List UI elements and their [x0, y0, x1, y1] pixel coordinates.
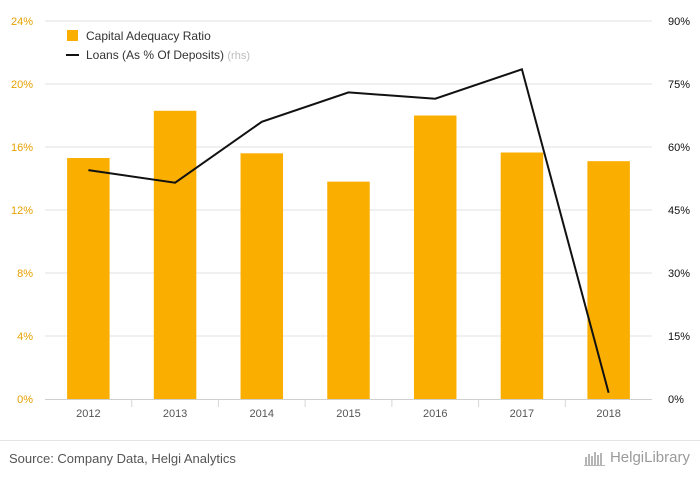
right-y-tick-label: 0%: [668, 394, 684, 406]
left-y-tick-label: 8%: [17, 268, 33, 280]
left-y-tick-label: 4%: [17, 331, 33, 343]
x-tick-label: 2017: [510, 408, 534, 420]
x-tick-label: 2012: [76, 408, 100, 420]
bar-2013: [153, 110, 197, 400]
right-y-tick-label: 45%: [668, 205, 690, 217]
bar-2017: [500, 152, 544, 399]
left-y-axis: 0% 4% 8% 12% 16% 20% 24%: [11, 16, 33, 406]
right-y-axis: 0% 15% 30% 45% 60% 75% 90%: [668, 16, 690, 406]
x-axis: 2012 2013 2014 2015 2016 2017 2018: [76, 399, 621, 420]
bar-2018: [587, 161, 630, 399]
x-tick-label: 2015: [336, 408, 360, 420]
legend-swatch-bar: [67, 30, 78, 41]
legend-label-bar: Capital Adequacy Ratio: [86, 29, 211, 43]
brand-name: HelgiLibrary: [609, 449, 690, 466]
x-tick-label: 2014: [250, 408, 274, 420]
bar-2016: [413, 115, 457, 399]
right-y-tick-label: 75%: [668, 79, 690, 91]
left-y-tick-label: 24%: [11, 16, 33, 28]
bar-series: [67, 110, 630, 400]
bar-2012: [67, 158, 110, 399]
source-note: Source: Company Data, Helgi Analytics: [9, 451, 236, 466]
x-tick-label: 2013: [163, 408, 187, 420]
right-y-tick-label: 90%: [668, 16, 690, 28]
brand-logo: HelgiLibrary: [583, 449, 690, 466]
bar-2014: [240, 153, 284, 399]
legend: Capital Adequacy Ratio Loans (As % Of Dep…: [66, 29, 250, 62]
left-y-tick-label: 12%: [11, 205, 33, 217]
footer-divider: [0, 440, 700, 441]
left-y-tick-label: 16%: [11, 142, 33, 154]
line-series: [88, 68, 610, 393]
x-tick-label: 2016: [423, 408, 447, 420]
legend-label-line: Loans (As % Of Deposits) (rhs): [86, 48, 250, 62]
left-y-tick-label: 20%: [11, 79, 33, 91]
legend-rhs-suffix: (rhs): [227, 50, 250, 62]
left-y-tick-label: 0%: [17, 394, 33, 406]
bar-2015: [327, 181, 370, 399]
right-y-tick-label: 30%: [668, 268, 690, 280]
right-y-tick-label: 60%: [668, 142, 690, 154]
right-y-tick-label: 15%: [668, 331, 690, 343]
x-tick-label: 2018: [596, 408, 620, 420]
library-icon: [583, 451, 605, 466]
